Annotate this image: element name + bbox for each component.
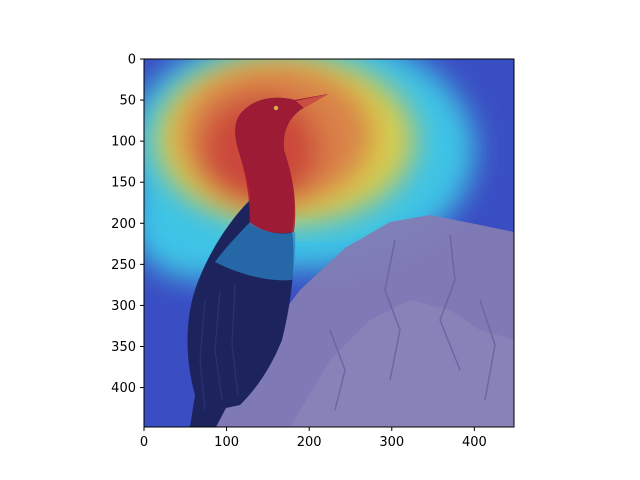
x-axis: 0 100 200 300 400 — [140, 427, 487, 450]
y-tick-label: 250 — [111, 258, 136, 273]
x-tick-label: 100 — [214, 435, 239, 450]
x-tick-label: 400 — [462, 435, 487, 450]
y-tick-label: 200 — [111, 217, 136, 232]
y-tick-label: 150 — [111, 176, 136, 191]
y-tick-label: 50 — [119, 94, 136, 109]
y-tick-label: 100 — [111, 135, 136, 150]
x-tick-label: 0 — [140, 435, 148, 450]
x-tick-label: 300 — [379, 435, 404, 450]
y-tick-label: 400 — [111, 381, 136, 396]
heatmap-overlay-image — [144, 59, 514, 427]
x-tick-label: 200 — [297, 435, 322, 450]
y-tick-label: 300 — [111, 299, 136, 314]
plot-frame — [143, 58, 515, 428]
y-tick-label: 0 — [128, 53, 136, 68]
y-axis: 0 50 100 150 200 250 300 350 400 — [111, 53, 144, 396]
y-tick-label: 350 — [111, 340, 136, 355]
